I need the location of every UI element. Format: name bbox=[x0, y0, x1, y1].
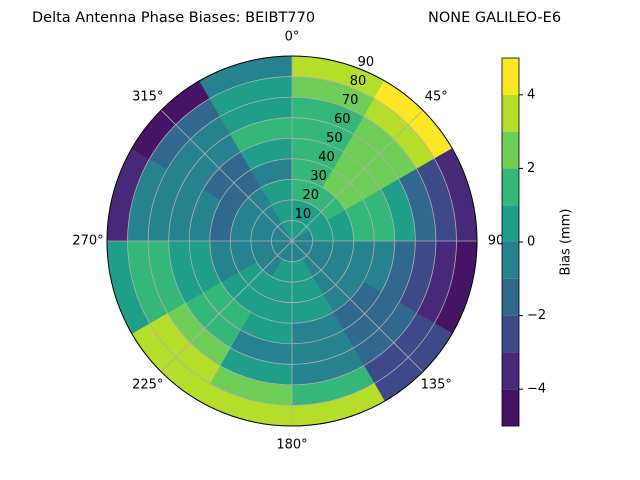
colorbar-label: Bias (mm) bbox=[559, 209, 574, 276]
colorbar-tick-label: −4 bbox=[527, 382, 546, 397]
r-tick-label: 30 bbox=[310, 169, 327, 184]
colorbar-tick-label: 2 bbox=[527, 161, 535, 176]
colorbar-tick-label: 0 bbox=[527, 235, 535, 250]
angular-grid-line bbox=[291, 109, 424, 242]
theta-tick-label: 135° bbox=[421, 378, 452, 393]
angular-grid-line bbox=[160, 240, 293, 373]
r-tick-label: 90 bbox=[358, 55, 375, 70]
r-tick-label: 80 bbox=[350, 74, 367, 89]
angular-grid-line bbox=[291, 240, 424, 373]
theta-tick-label: 0° bbox=[285, 30, 300, 45]
theta-tick-label: 180° bbox=[276, 438, 307, 453]
theta-tick-label: 45° bbox=[425, 89, 448, 104]
colorbar-segment bbox=[502, 242, 519, 279]
theta-tick-label: 225° bbox=[132, 378, 163, 393]
theta-tick-label: 315° bbox=[132, 89, 163, 104]
theta-tick-label: 270° bbox=[72, 234, 103, 249]
colorbar-segment bbox=[502, 58, 519, 95]
colorbar-segment bbox=[502, 205, 519, 242]
r-tick-label: 50 bbox=[326, 131, 343, 146]
polar-frame bbox=[106, 55, 478, 427]
r-tick-label: 70 bbox=[342, 93, 359, 108]
colorbar-segment bbox=[502, 168, 519, 206]
r-tick-label: 60 bbox=[334, 112, 351, 127]
colorbar-segment bbox=[502, 352, 519, 390]
chart-title: Delta Antenna Phase Biases: BEIBT770 bbox=[32, 10, 315, 26]
colorbar-tick-label: 4 bbox=[527, 87, 535, 102]
colorbar-tick-label: −2 bbox=[527, 308, 546, 323]
r-tick-label: 40 bbox=[318, 150, 335, 165]
angular-grid-line bbox=[160, 109, 293, 242]
r-tick-label: 10 bbox=[295, 207, 312, 222]
chart-subtitle: NONE GALILEO-E6 bbox=[428, 10, 561, 26]
colorbar-segment bbox=[502, 94, 519, 132]
colorbar-segment bbox=[502, 278, 519, 316]
colorbar-segment bbox=[502, 389, 519, 426]
colorbar-segment bbox=[502, 131, 519, 169]
colorbar-segment bbox=[502, 315, 519, 353]
theta-tick-label: 90 bbox=[488, 234, 505, 249]
r-tick-label: 20 bbox=[303, 188, 320, 203]
